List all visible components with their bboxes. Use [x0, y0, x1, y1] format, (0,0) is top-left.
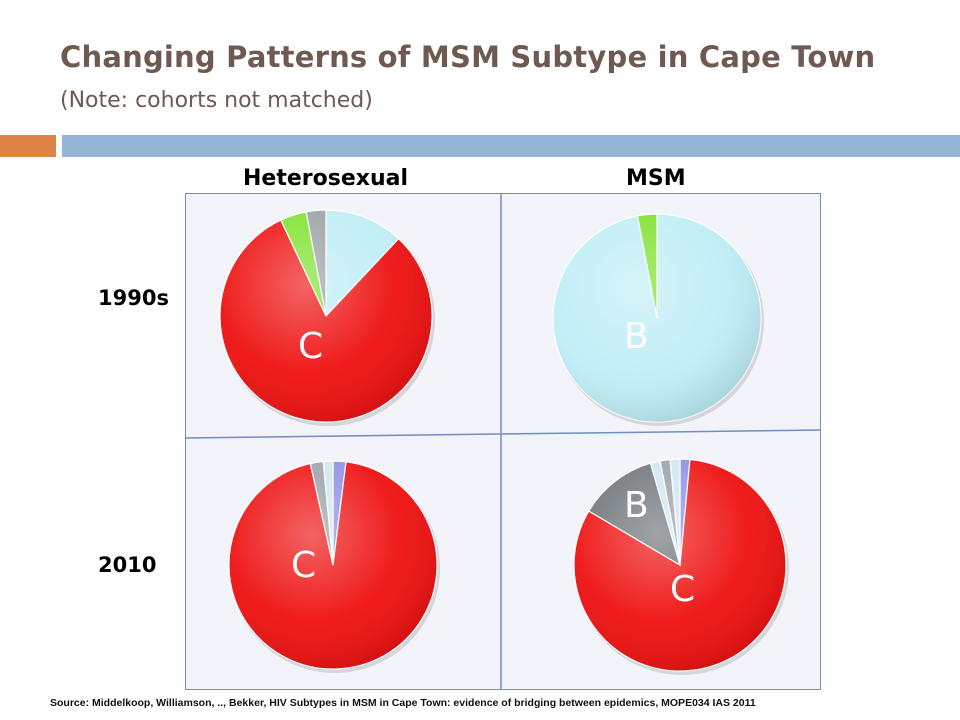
grid-divider-horizontal: [184, 429, 822, 439]
column-label-msm: MSM: [626, 166, 686, 191]
slice-label-c: C: [670, 569, 695, 610]
row-label-1990s: 1990s: [98, 286, 169, 310]
pie-sheen: [229, 461, 437, 669]
accent-bar-orange: [0, 135, 56, 157]
pie-2: C: [228, 460, 440, 673]
pie-sheen: [553, 214, 761, 422]
pie-1: B: [552, 213, 764, 426]
slide-title: Changing Patterns of MSM Subtype in Cape…: [60, 40, 876, 74]
source-citation: Source: Middelkoop, Williamson, .., Bekk…: [50, 697, 756, 709]
pie-sheen: [574, 459, 786, 671]
slice-label-c: C: [298, 326, 323, 367]
row-label-2010: 2010: [98, 553, 157, 577]
accent-bar-blue: [62, 135, 960, 157]
pie-sheen: [220, 210, 432, 422]
column-label-heterosexual: Heterosexual: [243, 166, 408, 191]
slice-label-b: B: [624, 485, 649, 526]
pie-3: CB: [573, 458, 789, 675]
slide-subtitle: (Note: cohorts not matched): [60, 88, 373, 113]
pie-0: C: [219, 209, 435, 426]
slice-label-c: C: [291, 545, 316, 586]
slice-label-b: B: [624, 316, 649, 357]
